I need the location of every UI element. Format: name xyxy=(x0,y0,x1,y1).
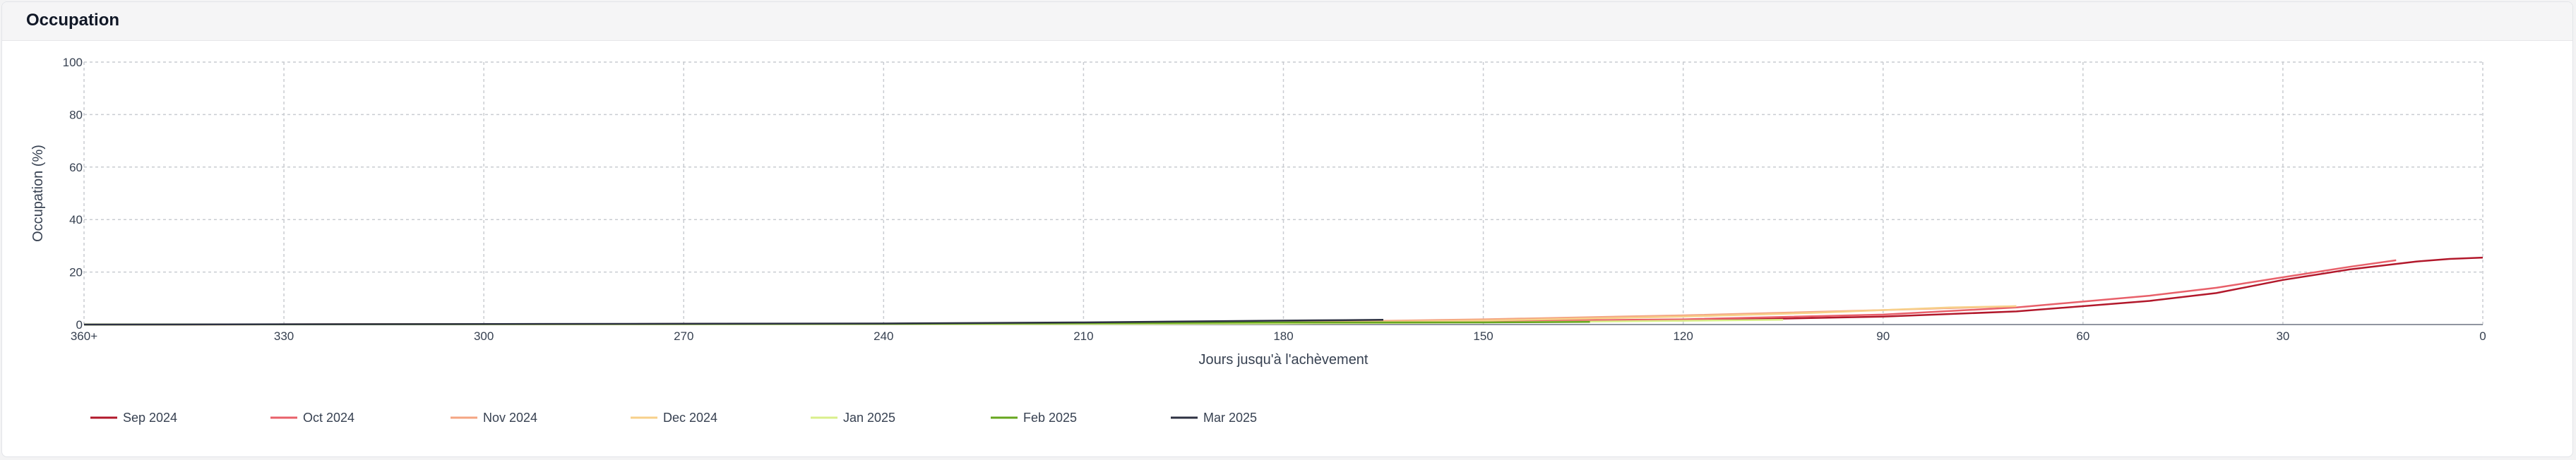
x-tick-label: 210 xyxy=(1073,329,1093,343)
y-axis-title: Occupation (%) xyxy=(30,145,46,242)
y-tick-label: 40 xyxy=(69,213,83,226)
legend-label: Feb 2025 xyxy=(1023,411,1077,425)
chart-axes: 360+ 330 300 270 240 210 180 150 120 90 60 30 002040… xyxy=(63,56,2486,343)
panel-title: Occupation xyxy=(26,11,120,30)
y-tick-label: 100 xyxy=(63,56,83,69)
x-tick-label: 360+ xyxy=(71,329,97,343)
x-tick-label: 30 xyxy=(2276,329,2289,343)
x-tick-label: 120 xyxy=(1673,329,1693,343)
x-tick-label: 180 xyxy=(1273,329,1293,343)
legend-label: Nov 2024 xyxy=(483,411,537,425)
x-tick-label: 270 xyxy=(674,329,693,343)
panel-header: Occupation xyxy=(2,2,2572,41)
legend-label: Mar 2025 xyxy=(1203,411,1257,425)
series-line-mar-2025 xyxy=(83,319,1384,326)
legend-label: Jan 2025 xyxy=(843,411,895,425)
legend-label: Oct 2024 xyxy=(303,411,354,425)
chart-legend: Sep 2024 Oct 2024 Nov 2024 Dec 2024 Jan 2025… xyxy=(90,411,1257,425)
series-line-oct-2024 xyxy=(83,259,2397,326)
x-tick-label: 90 xyxy=(1876,329,1890,343)
y-tick-label: 80 xyxy=(69,108,83,121)
x-tick-label: 300 xyxy=(474,329,494,343)
x-tick-label: 0 xyxy=(2479,329,2486,343)
x-axis-title: Jours jusqu'à l'achèvement xyxy=(1199,352,1368,368)
y-tick-label: 0 xyxy=(76,318,83,332)
chart-grid xyxy=(83,61,2483,325)
y-tick-label: 20 xyxy=(69,266,83,279)
chart-series xyxy=(83,256,2483,326)
legend-label: Dec 2024 xyxy=(663,411,717,425)
y-tick-label: 60 xyxy=(69,161,83,174)
x-tick-label: 60 xyxy=(2076,329,2089,343)
x-tick-label: 150 xyxy=(1473,329,1493,343)
x-tick-label: 240 xyxy=(873,329,893,343)
legend-label: Sep 2024 xyxy=(123,411,177,425)
x-tick-label: 330 xyxy=(274,329,294,343)
